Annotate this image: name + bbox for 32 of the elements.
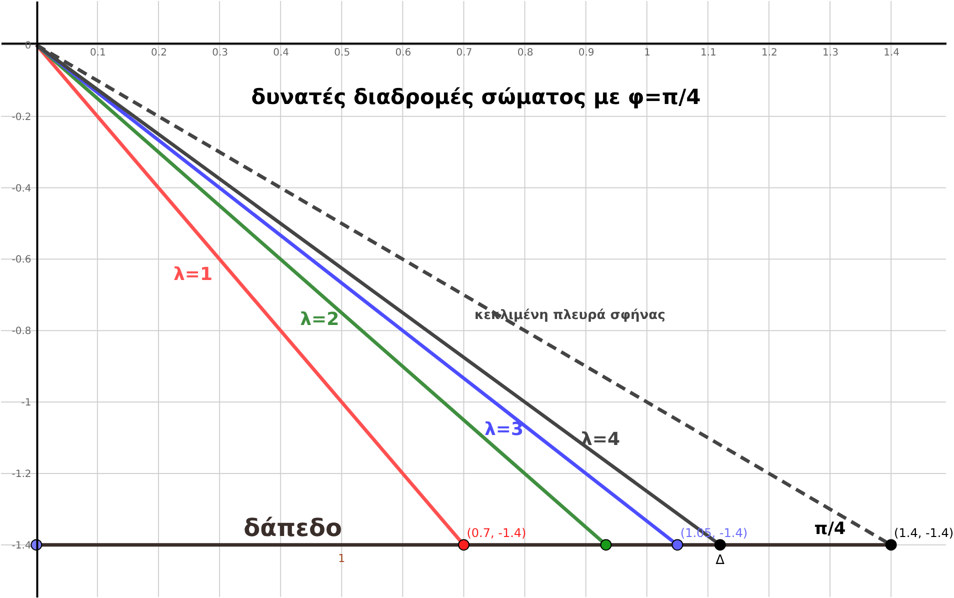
x-tick-label: 0.9 [578, 48, 594, 59]
y-tick-label: -1.4 [12, 540, 32, 552]
y-tick-label: -0.6 [12, 254, 32, 266]
series-label: λ=4 [581, 428, 620, 450]
annotation: Δ [716, 552, 725, 568]
annotation: 1 [338, 552, 346, 565]
y-tick-label: -1.2 [12, 468, 32, 480]
x-tick-label: 1 [644, 48, 651, 59]
series-label: λ=1 [173, 264, 212, 285]
y-tick-label: -0.2 [12, 112, 32, 123]
annotation: π/4 [814, 518, 846, 539]
x-tick-label: 1.1 [700, 48, 716, 59]
x-tick-label: 0.5 [334, 48, 350, 59]
y-tick-label: -1 [21, 398, 32, 409]
x-tick-label: 0.3 [212, 48, 228, 59]
x-tick-label: 0.1 [90, 48, 106, 59]
annotation: (1.4, -1.4) [894, 526, 954, 540]
x-tick-label: 1.3 [822, 48, 838, 59]
x-tick-label: 0.2 [151, 48, 167, 59]
x-tick-label: 0.4 [273, 48, 290, 59]
x-tick-label: 0.6 [395, 48, 412, 59]
x-tick-label: 0.7 [456, 48, 472, 59]
y-tick-label: -0.8 [12, 326, 32, 338]
text: δυνατές διαδρομές σώματος με φ=π/4 [251, 85, 701, 109]
annotation: (0.7, -1.4) [466, 526, 526, 540]
x-tick-label: 0.8 [517, 48, 534, 59]
series-label: δάπεδο [244, 514, 342, 542]
series-label: λ=3 [484, 418, 524, 440]
x-tick-label: 1.4 [884, 48, 900, 59]
y-tick-label: -0.4 [12, 183, 32, 194]
series-label: λ=2 [300, 308, 340, 330]
x-tick-label: 1.2 [762, 48, 778, 59]
